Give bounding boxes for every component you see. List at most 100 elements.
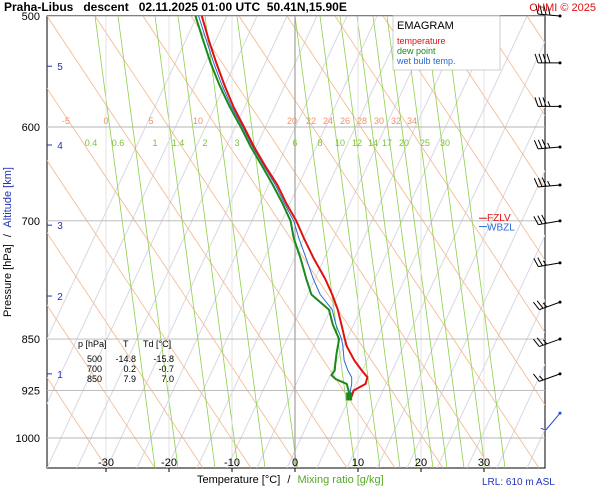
- dry-adiabat: [478, 16, 545, 117]
- theta-label: 32: [391, 116, 401, 126]
- y-axis-label-pressure: Pressure [hPa]: [2, 244, 14, 317]
- theta-label: 28: [357, 116, 367, 126]
- wind-barb: [533, 214, 562, 226]
- table-cell: -14.8: [115, 354, 136, 364]
- pressure-tick-label: 500: [22, 11, 40, 23]
- moist-adiabat: [256, 16, 468, 468]
- dry-adiabat: [334, 16, 545, 334]
- mixing-ratio-label: 12: [352, 138, 362, 148]
- legend-item-temperature: temperature: [397, 36, 446, 46]
- y-axis-title: Pressure [hPa] / Altitude [km]: [2, 167, 14, 317]
- moist-adiabat: [47, 16, 228, 405]
- dry-adiabat: [47, 232, 204, 468]
- wind-barb: [533, 139, 562, 150]
- moist-adiabat: [557, 16, 600, 468]
- mixing-ratio-label: 6: [292, 138, 297, 148]
- mixing-ratio-line: [424, 16, 486, 468]
- moist-adiabat: [496, 363, 545, 468]
- moist-adiabat: [466, 298, 545, 468]
- x-tick-label: -30: [98, 457, 114, 469]
- theta-label: 0: [103, 116, 108, 126]
- y-axis-label-altitude: Altitude [km]: [2, 167, 14, 228]
- mixing-ratio-label: 25: [420, 138, 430, 148]
- table-cell: 0.2: [123, 364, 136, 374]
- dry-adiabat: [47, 16, 348, 468]
- x-tick-label: -10: [224, 457, 240, 469]
- x-tick-label: 20: [415, 457, 427, 469]
- table-cell: 850: [87, 374, 102, 384]
- surface-marker: [346, 392, 353, 401]
- fzlv-label: FZLV: [487, 213, 511, 224]
- mixing-ratio-label: 14: [368, 138, 378, 148]
- wind-barb: [533, 300, 562, 311]
- moist-adiabat: [76, 16, 288, 468]
- pressure-tick-label: 850: [22, 334, 40, 346]
- dry-adiabat: [47, 304, 156, 468]
- legend-item-wet-bulb: wet bulb temp.: [396, 56, 456, 66]
- mixing-ratio-line: [236, 16, 298, 468]
- grid-layer: [47, 16, 600, 468]
- moist-adiabat: [47, 16, 198, 341]
- theta-label: 34: [407, 116, 417, 126]
- moist-adiabat: [406, 169, 545, 468]
- series-layer: [194, 16, 369, 401]
- pressure-tick-label: 700: [22, 216, 40, 228]
- table-cell: 500: [87, 354, 102, 364]
- mixing-ratio-label: 1.4: [172, 138, 185, 148]
- mixing-ratio-line: [154, 16, 216, 468]
- wind-barb: [534, 53, 562, 65]
- chart-title: Praha-Libus descent 02.11.2025 01:00 UTC…: [4, 0, 347, 14]
- moist-adiabat: [106, 16, 318, 468]
- lrl-label: LRL: 610 m ASL: [482, 477, 555, 488]
- dry-adiabat: [286, 16, 545, 406]
- moist-adiabat: [436, 234, 545, 468]
- mixing-ratio-label: 1: [152, 138, 157, 148]
- x-tick-label: 10: [352, 457, 364, 469]
- table-cell: -15.8: [153, 354, 174, 364]
- mixing-ratio-line: [204, 16, 266, 468]
- copyright: CHMI © 2025: [529, 2, 596, 14]
- mixing-ratio-line: [94, 16, 156, 468]
- mixing-ratio-label: 8: [317, 138, 322, 148]
- wind-barb: [533, 257, 562, 268]
- x-axis-title: Temperature [°C] / Mixing ratio [g/kg]: [197, 474, 384, 486]
- mixing-ratio-line: [339, 16, 401, 468]
- theta-label: 30: [374, 116, 384, 126]
- mixing-ratio-line: [372, 16, 434, 468]
- wind-barb: [534, 97, 562, 108]
- table-header-p: p [hPa]: [78, 339, 107, 349]
- wind-barbs: [533, 4, 562, 431]
- wind-barb: [533, 177, 562, 188]
- svg-text:Temperature [°C] /: Temperature [°C] / Mixing ratio [g/kg]: [197, 474, 384, 486]
- altitude-tick-label: 4: [57, 141, 63, 152]
- y-axis-separator: /: [2, 233, 14, 237]
- mixing-ratio-label: 20: [399, 138, 409, 148]
- mixing-ratio-line: [177, 16, 239, 468]
- altitude-tick-label: 1: [57, 370, 63, 381]
- altitude-tick-label: 3: [57, 221, 63, 232]
- dry-adiabat: [47, 159, 252, 468]
- mixing-ratio-line: [403, 16, 465, 468]
- moist-adiabat: [346, 40, 545, 468]
- dry-adiabat: [190, 16, 492, 468]
- pressure-tick-label: 925: [22, 386, 40, 398]
- legend: EMAGRAM temperature dew point wet bulb t…: [392, 15, 501, 71]
- dry-adiabat: [430, 16, 545, 189]
- pressure-tick-label: 600: [22, 122, 40, 134]
- mixing-ratio-line: [356, 16, 418, 468]
- wind-barb: [535, 4, 562, 18]
- svg-text:Pressure [hPa] / A: Pressure [hPa] / Altitude [km]: [2, 167, 14, 317]
- pressure-tick-label: 1000: [16, 433, 40, 445]
- table-header-td: Td [°C]: [143, 339, 171, 349]
- grid-labels: -5 0 5 10 20 22 24 26 28 30 32 34 0.4 0.6 1 1.4 2 3 6 8 10 12…: [62, 116, 450, 148]
- wind-barb: [533, 372, 562, 382]
- moist-adiabat: [587, 16, 600, 468]
- mixing-ratio-label: 0.4: [85, 138, 98, 148]
- table-cell: 700: [87, 364, 102, 374]
- x-axis-separator: /: [287, 474, 291, 486]
- series-line-dew-point: [194, 16, 351, 397]
- mixing-ratio-line: [444, 16, 506, 468]
- moist-adiabat: [376, 105, 545, 468]
